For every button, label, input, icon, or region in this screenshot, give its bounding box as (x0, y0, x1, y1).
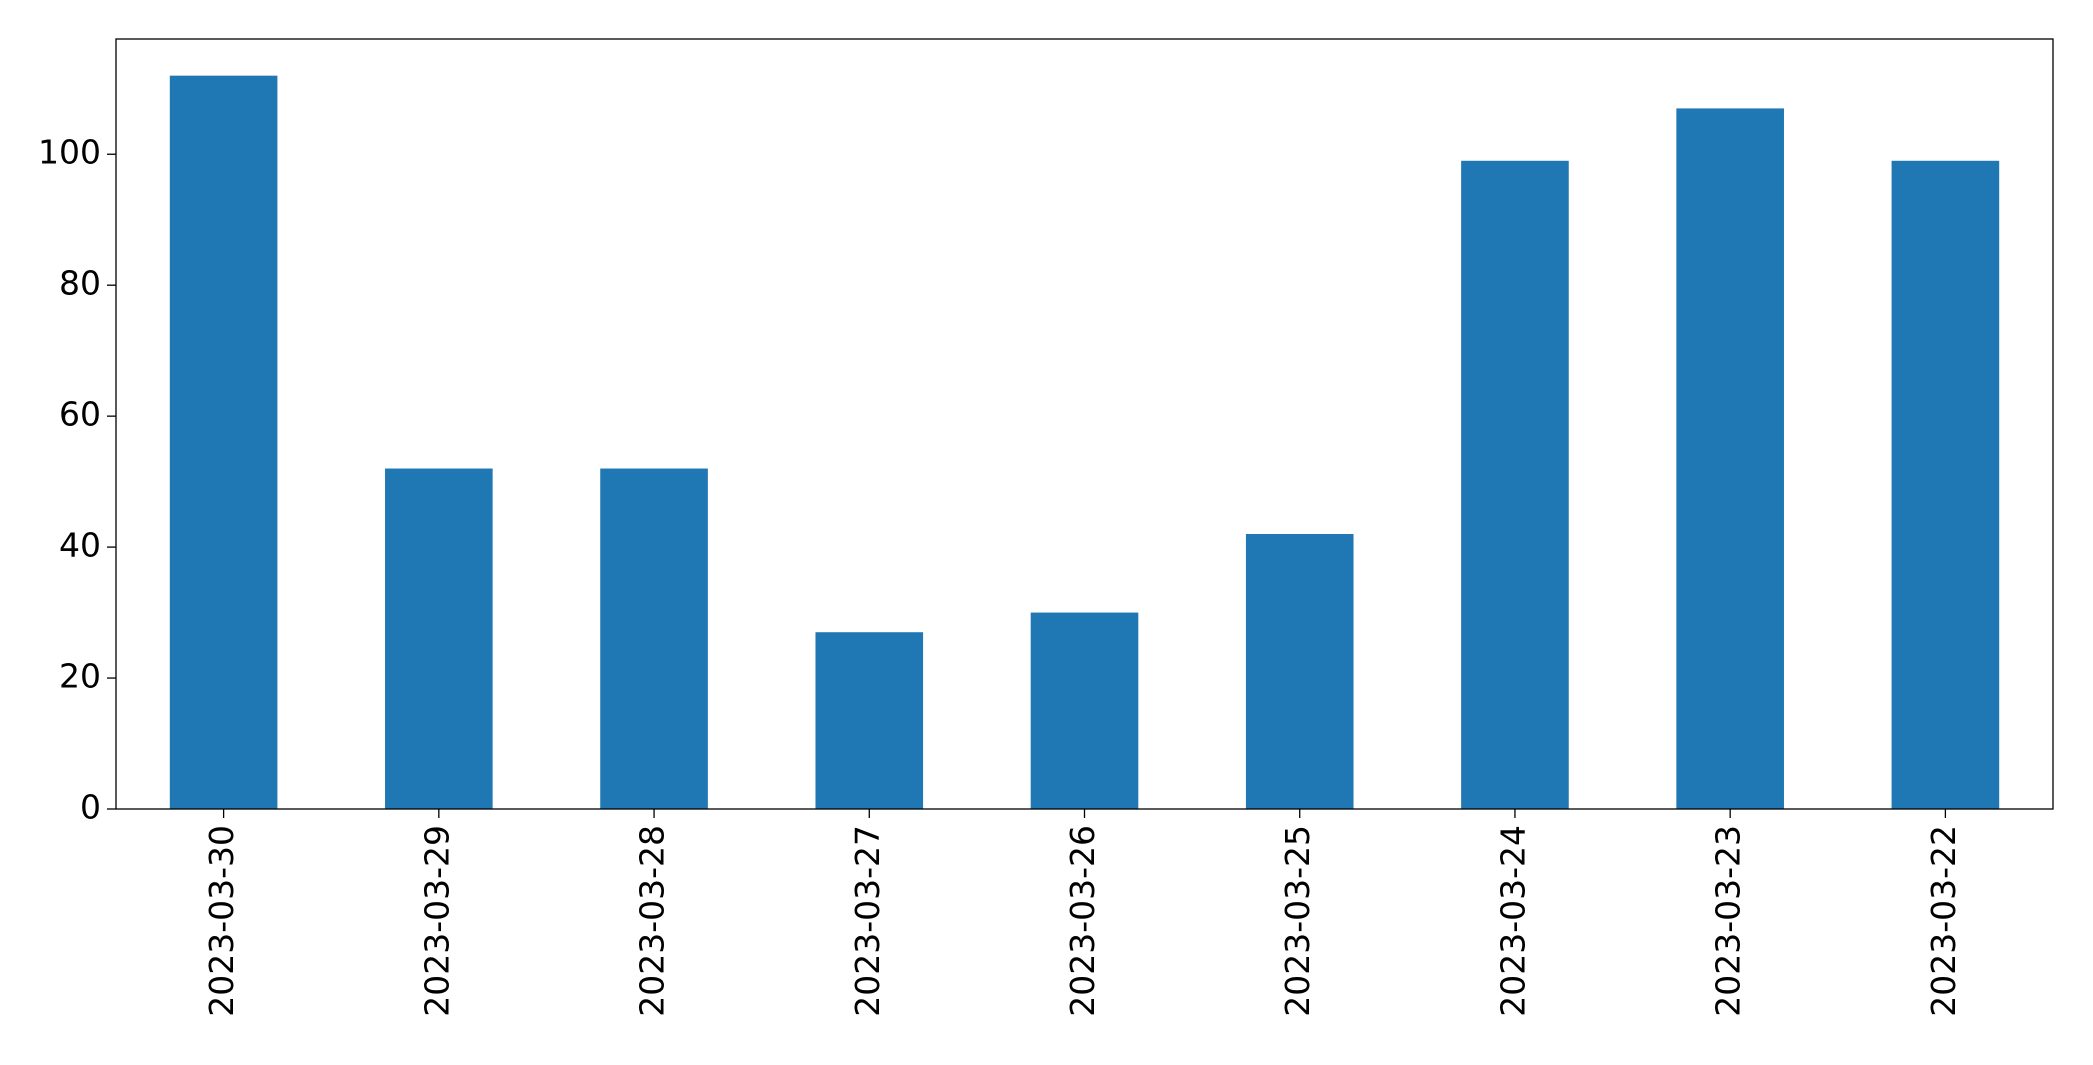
bar (169, 75, 278, 809)
x-tick-label: 2023-03-23 (1709, 825, 1748, 1017)
bar (1245, 534, 1354, 809)
x-tick-label: 2023-03-29 (417, 825, 456, 1017)
x-tick-label: 2023-03-27 (848, 825, 887, 1017)
y-tick-label: 60 (59, 395, 101, 434)
y-tick-label: 80 (59, 264, 101, 303)
x-tick-label: 2023-03-22 (1924, 825, 1963, 1017)
bar (1030, 612, 1139, 809)
y-tick-label: 0 (80, 788, 101, 827)
bar (1891, 160, 2000, 810)
bar (600, 468, 708, 809)
x-tick-label: 2023-03-28 (633, 825, 672, 1017)
y-tick-label: 100 (38, 133, 101, 172)
plot-frame (115, 38, 2054, 810)
y-tick-label: 20 (59, 657, 101, 696)
bar (385, 468, 493, 809)
x-tick-label: 2023-03-30 (202, 825, 241, 1017)
bar (1676, 108, 1784, 809)
bar (1461, 160, 1569, 810)
y-tick-label: 40 (59, 526, 101, 565)
bar (815, 632, 924, 809)
x-tick-label: 2023-03-26 (1063, 825, 1102, 1017)
x-tick-label: 2023-03-25 (1278, 825, 1317, 1017)
x-tick-label: 2023-03-24 (1493, 825, 1532, 1017)
